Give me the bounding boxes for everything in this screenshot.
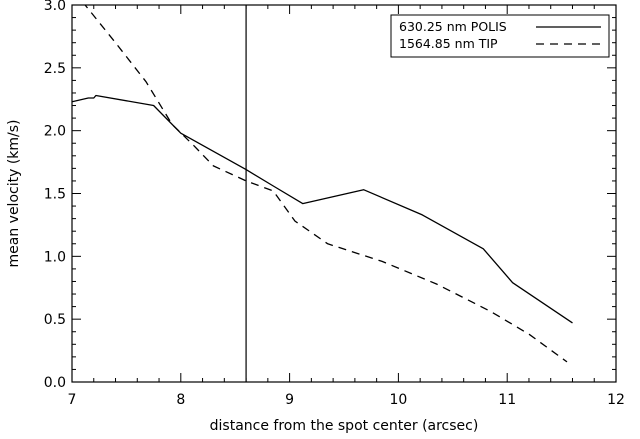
plot-frame (71, 4, 617, 383)
y-axis-title: mean velocity (km/s) (6, 120, 22, 268)
y-tick-label: 3.0 (44, 0, 66, 14)
x-axis-title: distance from the spot center (arcsec) (210, 418, 479, 434)
series-line-polis (72, 94, 573, 324)
y-tick-label: 1.0 (44, 249, 66, 265)
y-tick-label: 2.5 (44, 61, 66, 77)
y-tick-label: 2.0 (44, 124, 66, 140)
series-line-tip (84, 5, 568, 363)
legend-box (390, 14, 610, 58)
y-tick-label: 0.5 (44, 312, 66, 328)
legend-label: 630.25 nm POLIS (399, 19, 507, 34)
legend-label: 1564.85 nm TIP (399, 36, 498, 51)
x-tick-label: 8 (176, 392, 185, 408)
x-tick-label: 12 (607, 392, 625, 408)
y-tick-label: 0.0 (44, 375, 66, 391)
x-tick-label: 10 (389, 392, 407, 408)
x-tick-label: 9 (285, 392, 294, 408)
x-tick-label: 7 (68, 392, 77, 408)
x-tick-label: 11 (498, 392, 516, 408)
y-tick-label: 1.5 (44, 187, 66, 203)
